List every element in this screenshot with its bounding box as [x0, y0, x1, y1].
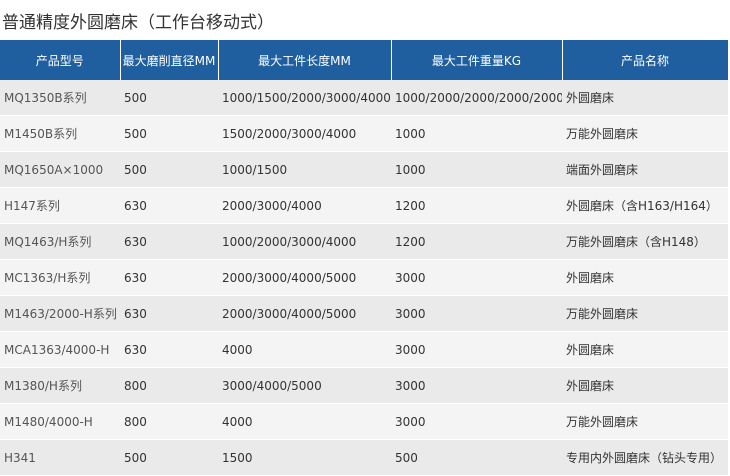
table-row: M1463/2000-H系列 630 2000/3000/4000/5000 3000…: [0, 295, 728, 332]
table-row: MQ1463/H系列 630 1000/2000/3000/4000 1200 万能外圆…: [0, 223, 728, 260]
table-cell: 1000/2000/3000/4000: [218, 223, 391, 260]
table-row: M1480/4000-H 800 4000 3000 万能外圆磨床: [0, 403, 728, 440]
table-cell: H147系列: [0, 187, 120, 224]
table-cell: 万能外圆磨床: [562, 403, 728, 440]
table-cell: 630: [120, 331, 218, 368]
table-row: M1380/H系列 800 3000/4000/5000 3000 外圆磨床: [0, 367, 728, 404]
table-row: H147系列 630 2000/3000/4000 1200 外圆磨床（含H163/H1…: [0, 187, 728, 224]
table-cell: 800: [120, 367, 218, 404]
table-cell: MC1363/H系列: [0, 259, 120, 296]
table-row: M1450B系列 500 1500/2000/3000/4000 1000 万能外圆磨床: [0, 115, 728, 152]
table-cell: 500: [391, 439, 562, 476]
table-cell: 3000: [391, 259, 562, 296]
table-cell: 3000: [391, 295, 562, 332]
column-header: 最大磨削直径MM: [120, 40, 219, 80]
table-cell: 1000/2000/2000/2000/2000: [391, 80, 562, 116]
table-row: MQ1650A×1000 500 1000/1500 1000 端面外圆磨床: [0, 151, 728, 188]
table-cell: 2000/3000/4000/5000: [218, 259, 391, 296]
table-cell: 1200: [391, 187, 562, 224]
table-cell: M1480/4000-H: [0, 403, 120, 440]
table-cell: 万能外圆磨床（含H148）: [562, 223, 728, 260]
table-cell: MCA1363/4000-H: [0, 331, 120, 368]
table-cell: 1000: [391, 151, 562, 188]
table-cell: 3000: [391, 403, 562, 440]
table-cell: MQ1350B系列: [0, 80, 120, 116]
column-header: 产品型号: [0, 40, 121, 80]
table-cell: 专用内外圆磨床（钻头专用）: [562, 439, 728, 476]
table-cell: 630: [120, 223, 218, 260]
table-cell: 外圆磨床（含H163/H164）: [562, 187, 728, 224]
table-cell: 500: [120, 80, 218, 116]
table-cell: 3000: [391, 367, 562, 404]
table-cell: 端面外圆磨床: [562, 151, 728, 188]
table-cell: 外圆磨床: [562, 80, 728, 116]
table-cell: MQ1463/H系列: [0, 223, 120, 260]
table-cell: 4000: [218, 403, 391, 440]
table-cell: 外圆磨床: [562, 367, 728, 404]
column-header: 最大工件长度MM: [218, 40, 392, 80]
table-cell: 630: [120, 295, 218, 332]
table-cell: 1500/2000/3000/4000: [218, 115, 391, 152]
table-cell: 3000/4000/5000: [218, 367, 391, 404]
column-header: 最大工件重量KG: [391, 40, 563, 80]
table-cell: 500: [120, 439, 218, 476]
table-cell: 1200: [391, 223, 562, 260]
table-cell: 4000: [218, 331, 391, 368]
table-cell: 万能外圆磨床: [562, 115, 728, 152]
table-cell: M1463/2000-H系列: [0, 295, 120, 332]
table-row: H341 500 1500 500 专用内外圆磨床（钻头专用）: [0, 439, 728, 476]
column-header: 产品名称: [562, 40, 729, 80]
table-cell: MQ1650A×1000: [0, 151, 120, 188]
table-row: MCA1363/4000-H 630 4000 3000 外圆磨床: [0, 331, 728, 368]
table-cell: 500: [120, 151, 218, 188]
table-cell: 1000/1500: [218, 151, 391, 188]
table-cell: H341: [0, 439, 120, 476]
table-cell: 2000/3000/4000/5000: [218, 295, 391, 332]
page-title: 普通精度外圆磨床（工作台移动式）: [2, 13, 274, 33]
table-cell: 2000/3000/4000: [218, 187, 391, 224]
table-cell: 630: [120, 187, 218, 224]
table-cell: M1450B系列: [0, 115, 120, 152]
table-cell: 万能外圆磨床: [562, 295, 728, 332]
table-cell: 800: [120, 403, 218, 440]
table-cell: 500: [120, 115, 218, 152]
table-cell: 3000: [391, 331, 562, 368]
table-cell: 外圆磨床: [562, 259, 728, 296]
table-row: MQ1350B系列 500 1000/1500/2000/3000/4000 1000…: [0, 80, 728, 116]
table-cell: 630: [120, 259, 218, 296]
table-cell: 1500: [218, 439, 391, 476]
table-row: MC1363/H系列 630 2000/3000/4000/5000 3000 外圆磨床: [0, 259, 728, 296]
table-cell: 1000: [391, 115, 562, 152]
table-cell: 1000/1500/2000/3000/4000: [218, 80, 391, 116]
table-cell: M1380/H系列: [0, 367, 120, 404]
table-cell: 外圆磨床: [562, 331, 728, 368]
spec-table: 产品型号 最大磨削直径MM 最大工件长度MM 最大工件重量KG 产品名称 MQ1350B…: [0, 40, 729, 476]
